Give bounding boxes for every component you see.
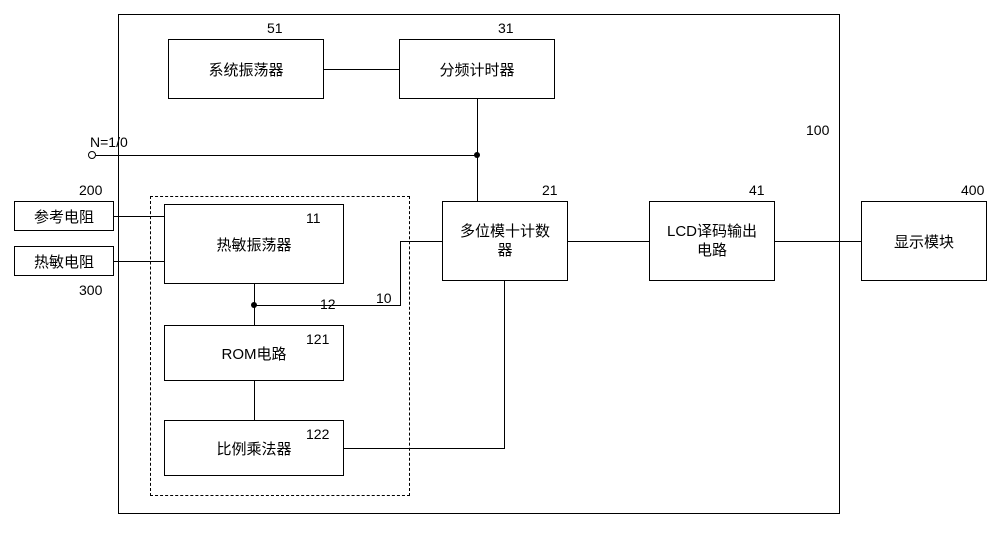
sys-oscillator-box: 系统振荡器 xyxy=(168,39,324,99)
display-module-text: 显示模块 xyxy=(894,231,954,252)
thermistor-box: 热敏电阻 xyxy=(14,246,114,276)
counter-num: 21 xyxy=(542,182,558,198)
input-node-label: N=1/0 xyxy=(90,134,128,150)
display-module-box: 显示模块 xyxy=(861,201,987,281)
counter-down-line xyxy=(504,281,505,449)
thermistor-text: 热敏电阻 xyxy=(34,251,94,272)
divider-timer-text: 分频计时器 xyxy=(439,59,514,80)
ratio-multiplier-num: 122 xyxy=(306,426,329,442)
display-module-num: 400 xyxy=(961,182,984,198)
node-to-bus-line xyxy=(96,155,478,156)
rom-num: 121 xyxy=(306,331,329,347)
counter-text: 多位模十计数 器 xyxy=(460,222,550,261)
lcd-to-display-line xyxy=(775,241,861,242)
bus-junction-dot xyxy=(474,152,480,158)
lcd-decoder-text: LCD译码输出 电路 xyxy=(667,222,757,261)
lcd-decoder-line2: 电路 xyxy=(667,241,757,261)
thermosc-counter-in-line xyxy=(400,241,442,242)
ratiomul-right-line xyxy=(344,448,504,449)
refres-to-thermosc-line xyxy=(114,216,164,217)
lcd-decoder-num: 41 xyxy=(749,182,765,198)
divider-timer-num: 31 xyxy=(498,20,514,36)
divider-down-line xyxy=(477,99,478,201)
sys-oscillator-text: 系统振荡器 xyxy=(208,59,283,80)
input-node-ring xyxy=(88,151,96,159)
rom-to-ratiomul-line xyxy=(254,381,255,420)
thermosc-counter-up-line xyxy=(400,241,401,306)
ref-resistor-num: 200 xyxy=(79,182,102,198)
rom-group-label: 12 xyxy=(320,296,336,312)
divider-timer-box: 分频计时器 xyxy=(399,39,555,99)
ratio-multiplier-text: 比例乘法器 xyxy=(216,438,291,459)
rom-text: ROM电路 xyxy=(222,343,287,364)
counter-to-lcd-line xyxy=(568,241,649,242)
ref-resistor-text: 参考电阻 xyxy=(34,206,94,227)
ref-resistor-box: 参考电阻 xyxy=(14,201,114,231)
lcd-decoder-line1: LCD译码输出 xyxy=(667,222,757,242)
thermosc-to-counter-line xyxy=(254,305,400,306)
counter-box: 多位模十计数 器 xyxy=(442,201,568,281)
thermal-oscillator-text: 热敏振荡器 xyxy=(216,234,291,255)
counter-line2: 器 xyxy=(460,241,550,261)
outer-frame-label: 100 xyxy=(806,122,829,138)
lcd-decoder-box: LCD译码输出 电路 xyxy=(649,201,775,281)
thermal-oscillator-num: 11 xyxy=(306,210,321,226)
counter-line1: 多位模十计数 xyxy=(460,222,550,242)
thermres-to-thermosc-line xyxy=(114,261,164,262)
sys-oscillator-num: 51 xyxy=(267,20,283,36)
dashed-frame-label: 10 xyxy=(376,290,392,306)
sysosc-to-divider-line xyxy=(324,69,399,70)
thermistor-num: 300 xyxy=(79,282,102,298)
